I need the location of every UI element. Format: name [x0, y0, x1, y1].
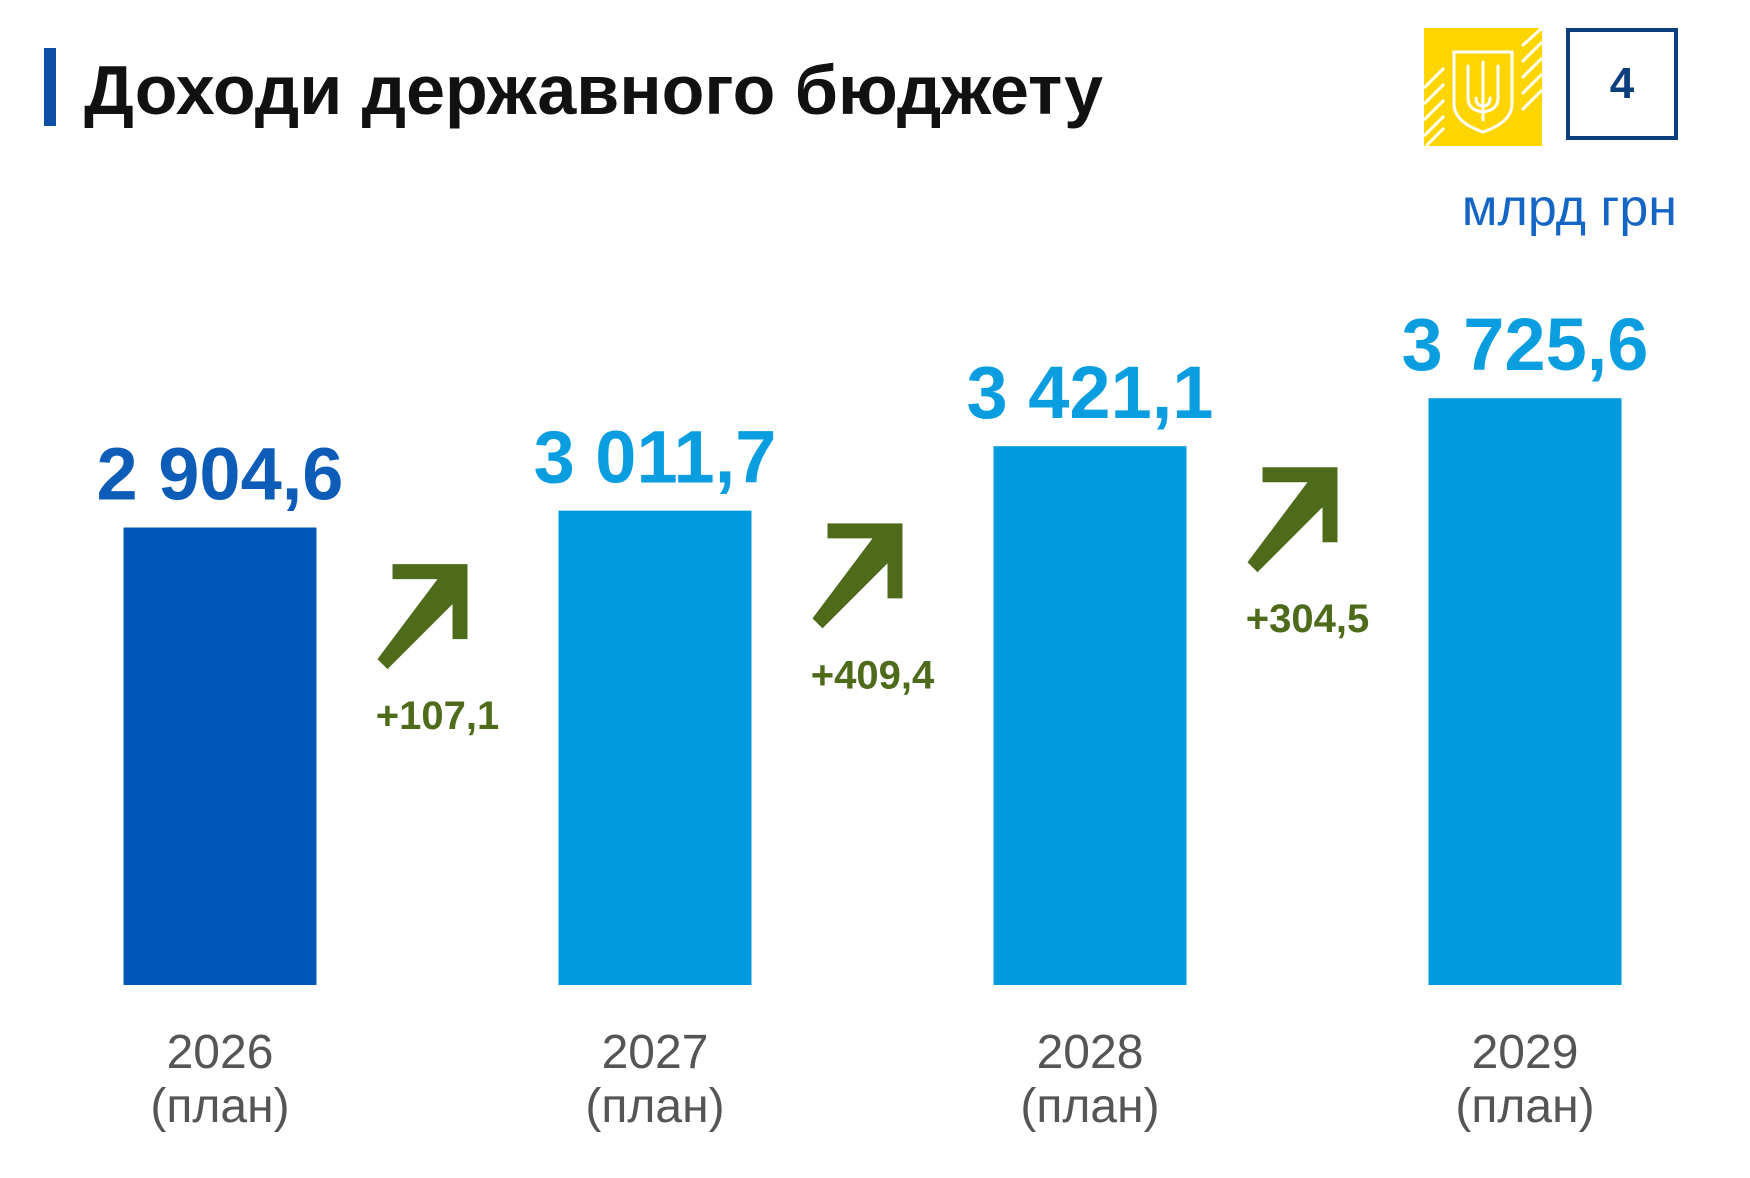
bar-2026 — [123, 527, 317, 985]
bar-2029 — [1428, 398, 1622, 985]
delta-label-2: +409,4 — [811, 653, 935, 697]
category-year-2026: 2026 — [167, 1026, 274, 1079]
value-label-2028: 3 421,1 — [967, 351, 1214, 434]
category-note-2026: (план) — [150, 1080, 289, 1133]
delta-label-3: +304,5 — [1246, 597, 1369, 641]
value-label-2026: 2 904,6 — [97, 433, 344, 516]
value-label-2027: 3 011,7 — [534, 416, 777, 499]
category-note-2027: (план) — [585, 1080, 724, 1133]
category-year-2027: 2027 — [602, 1026, 709, 1079]
growth-arrow-icon — [812, 523, 903, 629]
category-note-2028: (план) — [1020, 1080, 1159, 1133]
unit-label: млрд грн — [1461, 179, 1677, 237]
page-number-badge: 4 — [1566, 28, 1678, 140]
category-note-2029: (план) — [1455, 1080, 1594, 1133]
bar-2027 — [558, 510, 752, 985]
category-year-2029: 2029 — [1472, 1026, 1579, 1079]
bar-2028 — [993, 446, 1187, 985]
delta-label-1: +107,1 — [376, 694, 499, 738]
growth-arrow-icon — [377, 564, 468, 670]
page-title: Доходи державного бюджету — [84, 51, 1103, 129]
ukraine-trident-emblem-icon — [1424, 28, 1542, 146]
growth-arrow-icon — [1247, 467, 1338, 573]
value-label-2029: 3 725,6 — [1402, 303, 1649, 386]
title-accent-bar — [44, 48, 56, 126]
category-year-2028: 2028 — [1037, 1026, 1144, 1079]
